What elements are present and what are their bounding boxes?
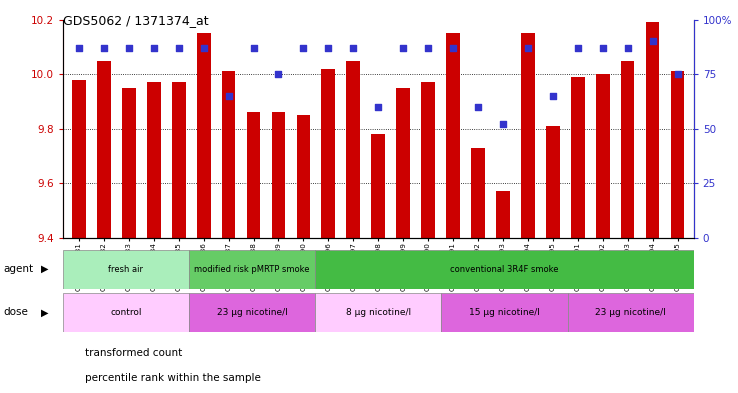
- Bar: [571, 77, 584, 238]
- Bar: [63, 250, 189, 289]
- Bar: [172, 83, 185, 238]
- Text: fresh air: fresh air: [108, 265, 143, 274]
- Text: 15 μg nicotine/l: 15 μg nicotine/l: [469, 308, 540, 317]
- Bar: [272, 112, 286, 238]
- Text: GDS5062 / 1371374_at: GDS5062 / 1371374_at: [63, 14, 208, 27]
- Bar: [315, 293, 441, 332]
- Bar: [596, 74, 610, 238]
- Point: [123, 45, 135, 51]
- Bar: [346, 61, 360, 238]
- Point: [447, 45, 459, 51]
- Point: [522, 45, 534, 51]
- Point: [348, 45, 359, 51]
- Point: [272, 71, 284, 77]
- Bar: [122, 88, 136, 238]
- Text: dose: dose: [4, 307, 29, 318]
- Bar: [147, 83, 161, 238]
- Text: modified risk pMRTP smoke: modified risk pMRTP smoke: [194, 265, 310, 274]
- Point: [397, 45, 409, 51]
- Bar: [315, 250, 694, 289]
- Bar: [322, 69, 335, 238]
- Point: [597, 45, 609, 51]
- Point: [547, 93, 559, 99]
- Text: 23 μg nicotine/l: 23 μg nicotine/l: [217, 308, 287, 317]
- Point: [297, 45, 309, 51]
- Point: [173, 45, 184, 51]
- Text: control: control: [110, 308, 142, 317]
- Text: percentile rank within the sample: percentile rank within the sample: [85, 373, 261, 383]
- Bar: [297, 115, 310, 238]
- Bar: [197, 33, 210, 238]
- Point: [572, 45, 584, 51]
- Point: [621, 45, 633, 51]
- Point: [497, 121, 508, 127]
- Point: [672, 71, 683, 77]
- Bar: [421, 83, 435, 238]
- Bar: [521, 33, 535, 238]
- Point: [248, 45, 260, 51]
- Point: [472, 104, 484, 110]
- Text: ▶: ▶: [41, 264, 48, 274]
- Point: [98, 45, 110, 51]
- Point: [223, 93, 235, 99]
- Bar: [72, 80, 86, 238]
- Bar: [621, 61, 635, 238]
- Bar: [189, 293, 315, 332]
- Text: agent: agent: [4, 264, 34, 274]
- Point: [198, 45, 210, 51]
- Bar: [471, 148, 485, 238]
- Point: [73, 45, 85, 51]
- Bar: [396, 88, 410, 238]
- Bar: [63, 293, 189, 332]
- Point: [148, 45, 159, 51]
- Text: conventional 3R4F smoke: conventional 3R4F smoke: [450, 265, 559, 274]
- Text: 23 μg nicotine/l: 23 μg nicotine/l: [596, 308, 666, 317]
- Point: [323, 45, 334, 51]
- Point: [422, 45, 434, 51]
- Bar: [671, 72, 684, 238]
- Point: [373, 104, 384, 110]
- Bar: [371, 134, 385, 238]
- Bar: [546, 126, 559, 238]
- Bar: [221, 72, 235, 238]
- Bar: [496, 191, 510, 238]
- Bar: [646, 22, 660, 238]
- Bar: [189, 250, 315, 289]
- Bar: [568, 293, 694, 332]
- Text: 8 μg nicotine/l: 8 μg nicotine/l: [345, 308, 411, 317]
- Bar: [246, 112, 261, 238]
- Bar: [441, 293, 568, 332]
- Text: transformed count: transformed count: [85, 347, 182, 358]
- Point: [646, 38, 658, 44]
- Bar: [97, 61, 111, 238]
- Text: ▶: ▶: [41, 307, 48, 318]
- Bar: [446, 33, 460, 238]
